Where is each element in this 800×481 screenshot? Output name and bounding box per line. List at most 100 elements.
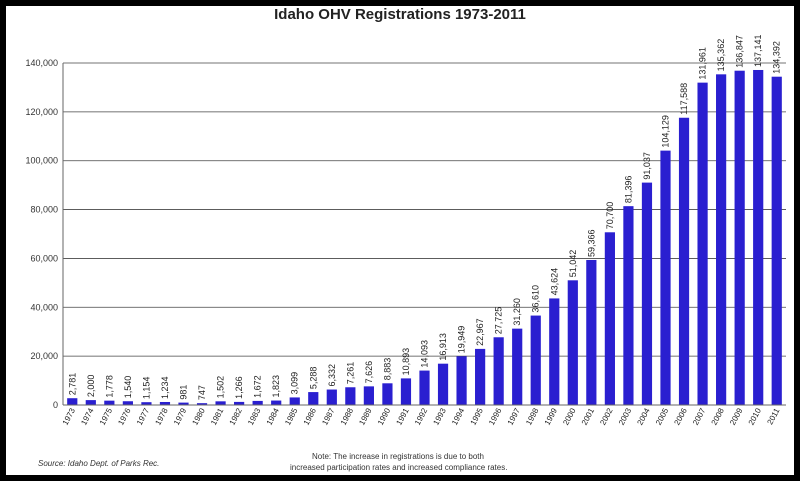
x-tick-label: 2006 [673,406,690,426]
data-label: 1,234 [160,376,170,399]
data-label: 91,037 [642,152,652,180]
x-tick-label: 2010 [747,406,764,426]
y-tick-label: 40,000 [30,302,58,312]
x-tick-label: 1980 [191,406,208,426]
bar [234,401,245,405]
note-line-2: increased participation rates and increa… [290,463,508,472]
data-label: 1,778 [104,375,114,398]
x-tick-label: 1990 [376,406,393,426]
bar [493,337,504,405]
bar [159,401,171,405]
bar [716,74,727,406]
data-label: 981 [179,385,189,400]
bar [753,69,764,405]
y-tick-label: 20,000 [30,351,58,361]
x-tick-label: 1979 [172,406,189,426]
bar [419,370,430,405]
data-label: 51,042 [568,250,578,278]
data-label: 5,288 [308,367,318,390]
x-tick-label: 2004 [635,406,652,426]
x-tick-label: 1978 [153,406,170,426]
data-label: 747 [197,385,207,400]
data-label: 134,392 [772,41,782,74]
x-tick-label: 1975 [98,406,115,426]
bar [641,182,653,405]
data-label: 131,961 [698,47,708,80]
x-tick-label: 2003 [617,406,634,426]
data-label: 8,883 [382,358,392,381]
x-tick-label: 1998 [524,406,541,426]
x-tick-label: 1994 [450,406,467,426]
data-label: 136,847 [735,35,745,68]
source-note: Source: Idaho Dept. of Parks Rec. [38,459,160,468]
data-label: 81,396 [623,176,633,204]
bar [382,383,393,405]
data-label: 43,624 [549,268,559,296]
bar [215,401,226,405]
data-label: 31,260 [512,298,522,326]
data-label: 19,949 [457,326,467,354]
data-label: 59,366 [586,229,596,257]
x-tick-label: 1986 [302,406,319,426]
y-tick-label: 140,000 [25,58,58,68]
data-label: 1,266 [234,376,244,399]
data-label: 7,626 [364,361,374,384]
y-tick-label: 0 [53,400,58,410]
data-label: 104,129 [661,115,671,148]
data-label: 6,332 [327,364,337,387]
data-label: 14,093 [420,340,430,368]
x-tick-label: 1996 [487,406,504,426]
data-label: 7,261 [345,362,355,385]
x-tick-label: 1973 [61,406,78,426]
data-label: 27,725 [494,307,504,335]
x-tick-label: 1993 [432,406,449,426]
bar [567,280,578,405]
bar [363,386,374,405]
note-line-1: Note: The increase in registrations is d… [312,452,484,461]
bar [345,387,356,405]
x-tick-label: 1987 [320,406,337,426]
bar [308,392,319,405]
x-tick-label: 2007 [691,406,708,426]
x-tick-label: 1981 [209,406,226,426]
bar [549,298,560,405]
x-tick-label: 1995 [469,406,486,426]
bar [456,356,467,405]
data-label: 36,610 [531,285,541,313]
y-tick-label: 120,000 [25,107,58,117]
x-tick-label: 1977 [135,406,152,426]
data-label: 10,893 [401,348,411,376]
bar [475,348,486,405]
x-tick-label: 1991 [394,406,411,426]
x-tick-label: 2002 [598,406,615,426]
data-label: 1,154 [141,377,151,400]
bar [178,402,189,405]
bar [586,259,597,405]
data-label: 2,781 [67,373,77,396]
bar [326,389,337,405]
bar [771,76,782,406]
data-label: 117,588 [679,83,689,115]
x-tick-label: 1984 [265,406,282,426]
x-tick-label: 2009 [728,406,745,426]
x-tick-label: 1989 [357,406,374,426]
data-label: 135,362 [716,39,726,72]
bar [623,206,634,405]
y-tick-label: 60,000 [30,253,58,263]
x-tick-label: 2011 [765,406,781,426]
x-tick-label: 1974 [79,406,96,426]
bar [252,400,263,405]
data-label: 3,099 [290,372,300,395]
bar [512,328,523,405]
data-label: 1,502 [216,376,226,399]
chart-title: Idaho OHV Registrations 1973-2011 [274,6,526,23]
x-tick-label: 1992 [413,406,430,426]
x-tick-label: 1988 [339,406,356,426]
x-tick-label: 1982 [228,406,245,426]
bar [604,232,615,405]
y-tick-label: 100,000 [25,156,58,166]
data-label: 1,823 [271,375,281,398]
bar [400,378,412,405]
